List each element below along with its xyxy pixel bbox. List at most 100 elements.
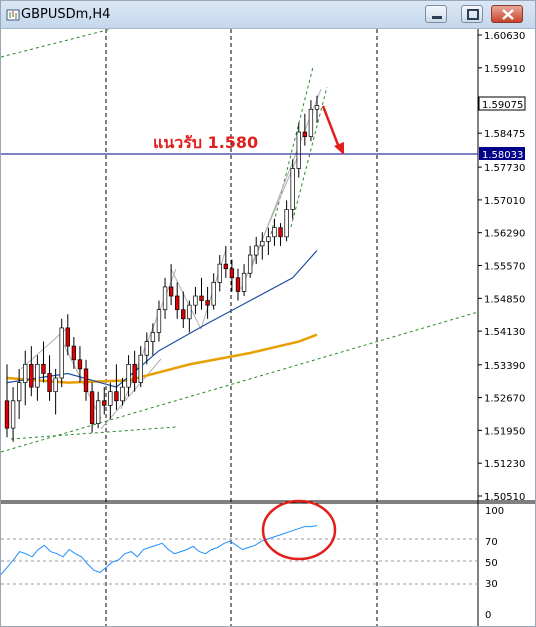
- candle-body: [247, 254, 253, 274]
- price-tick-label: 1.51950: [484, 426, 525, 437]
- candle-body: [290, 168, 295, 210]
- restore-icon: [467, 9, 479, 20]
- price-axis: 1.60630 1.59910 1.58475 1.57730 1.57010 1.562…: [478, 31, 525, 503]
- price-tick-label: 1.53390: [484, 361, 525, 372]
- ma-slow-line: [6, 333, 318, 384]
- current-price-tag: 1.59075: [478, 96, 526, 111]
- candle-body: [138, 354, 143, 383]
- channel-line[interactable]: [120, 268, 177, 410]
- close-icon: [502, 9, 514, 20]
- restore-button[interactable]: [461, 5, 483, 23]
- price-tick-label: 1.55570: [484, 262, 525, 273]
- candle-body: [235, 277, 241, 292]
- candle-body: [156, 309, 162, 333]
- candle-body: [10, 400, 16, 429]
- candlesticks: [4, 95, 320, 442]
- current-price-label: 1.59075: [482, 100, 523, 111]
- candle-body: [120, 386, 125, 402]
- minimize-icon: [432, 16, 442, 19]
- trendline[interactable]: [270, 66, 314, 235]
- candle-body: [162, 286, 168, 311]
- candle-body: [168, 286, 174, 297]
- rsi-highlight-circle: [261, 499, 337, 561]
- price-tick-label: 1.54130: [484, 327, 525, 338]
- rsi-panel: [1, 499, 478, 585]
- trendline[interactable]: [10, 426, 177, 440]
- candle-body: [205, 300, 210, 306]
- window-title: GBPUSDm,H4: [21, 7, 111, 22]
- candle-body: [284, 209, 289, 238]
- channel-line[interactable]: [170, 268, 202, 330]
- candle-body: [302, 131, 308, 137]
- rsi-tick-label: 30: [485, 579, 498, 590]
- price-tick-label: 1.57730: [484, 163, 525, 174]
- chart-canvas[interactable]: แนวรับ 1.580 1.60630 1.59910 1.58475 1.5773…: [1, 28, 535, 626]
- moving-averages: [6, 250, 318, 388]
- rsi-tick-label: 70: [485, 537, 498, 548]
- candle-body: [144, 341, 149, 356]
- candle-body: [16, 382, 22, 402]
- candle-body: [35, 364, 40, 388]
- candle-body: [77, 359, 83, 370]
- candle-body: [272, 227, 277, 238]
- price-tick-label: 1.52670: [484, 394, 525, 405]
- trendline[interactable]: [290, 86, 328, 228]
- rsi-tick-label: 100: [485, 506, 504, 517]
- title-bar[interactable]: GBPUSDm,H4: [1, 1, 535, 29]
- price-tick-label: 1.54850: [484, 294, 525, 305]
- minimize-button[interactable]: [425, 5, 447, 23]
- price-tick-label: 1.51230: [484, 459, 525, 470]
- candle-body: [29, 364, 34, 388]
- candle-body: [47, 373, 52, 393]
- rsi-line: [1, 525, 318, 575]
- candle-body: [278, 227, 283, 238]
- price-tick-label: 1.50510: [484, 492, 525, 503]
- candle-body: [308, 108, 314, 137]
- candle-body: [223, 263, 228, 270]
- candle-body: [266, 236, 271, 242]
- candle-body: [108, 391, 113, 406]
- candle-body: [71, 345, 77, 361]
- candle-body: [89, 391, 95, 424]
- candle-body: [199, 295, 204, 301]
- candle-body: [96, 400, 101, 424]
- candle-body: [114, 391, 119, 402]
- period-separators: [105, 29, 378, 626]
- rsi-tick-label: 0: [485, 610, 491, 621]
- close-button[interactable]: [491, 5, 523, 23]
- channel-line[interactable]: [60, 338, 102, 420]
- candle-body: [175, 295, 180, 311]
- candle-body: [132, 364, 137, 383]
- candle-body: [150, 332, 156, 342]
- candle-body: [241, 272, 247, 292]
- trendlines[interactable]: [1, 28, 479, 453]
- candle-body: [53, 377, 58, 393]
- candle-body: [23, 364, 28, 383]
- candle-body: [187, 304, 192, 320]
- candle-body: [193, 295, 198, 306]
- support-price-tag: 1.58033: [479, 147, 525, 161]
- candle-body: [4, 400, 10, 429]
- rsi-axis: 100 70 50 30 0: [485, 506, 504, 621]
- price-tick-label: 1.56290: [484, 229, 525, 240]
- chart-window-icon: [6, 9, 20, 21]
- candle-body: [296, 131, 301, 169]
- candle-body: [41, 364, 46, 374]
- rsi-tick-label: 50: [485, 558, 498, 569]
- price-tick-label: 1.58475: [484, 129, 525, 140]
- support-annotation: แนวรับ 1.580: [153, 133, 258, 152]
- down-arrow-icon: [321, 105, 344, 155]
- trendline[interactable]: [1, 28, 112, 58]
- candle-body: [314, 105, 320, 110]
- trendline[interactable]: [1, 311, 479, 453]
- candle-body: [211, 282, 216, 306]
- candle-body: [65, 327, 70, 347]
- candle-body: [59, 327, 64, 379]
- chart-area[interactable]: แนวรับ 1.580 1.60630 1.59910 1.58475 1.5773…: [1, 28, 535, 626]
- support-price-label: 1.58033: [482, 150, 523, 161]
- candle-body: [217, 263, 222, 283]
- candle-body: [181, 309, 186, 320]
- channel-line[interactable]: [100, 358, 162, 430]
- price-tick-label: 1.59910: [484, 64, 525, 75]
